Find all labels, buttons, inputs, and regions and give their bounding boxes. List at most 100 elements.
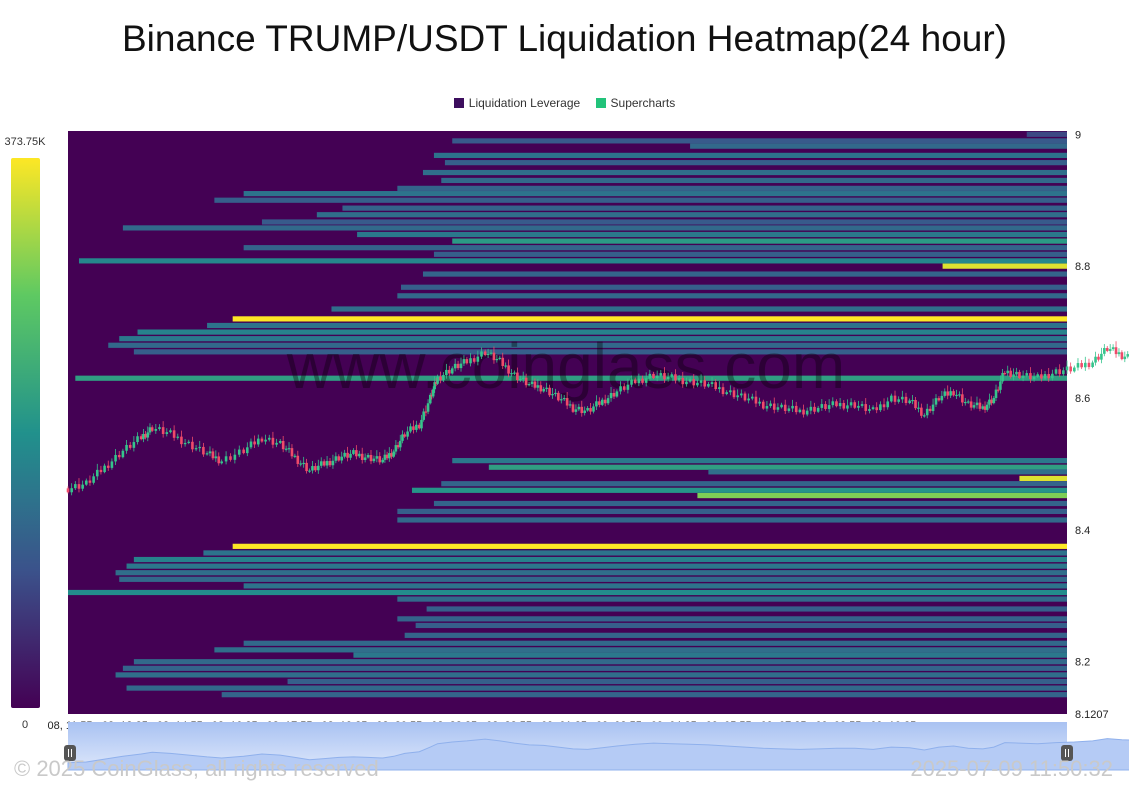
candle: [1105, 348, 1109, 351]
navigator-handle-left[interactable]: [64, 745, 76, 761]
candle: [1009, 370, 1012, 377]
candle: [769, 403, 772, 407]
candle: [931, 404, 935, 412]
candle: [539, 385, 543, 392]
candle: [725, 392, 728, 395]
candle: [600, 399, 604, 405]
candle: [805, 410, 809, 415]
candle: [835, 401, 838, 407]
candle: [609, 392, 613, 399]
legend-swatch-supercharts: [595, 98, 606, 108]
navigator-handle-right[interactable]: [1061, 745, 1073, 761]
candle: [641, 378, 644, 383]
candle: [214, 456, 218, 459]
candle: [696, 382, 699, 386]
candle: [630, 379, 633, 385]
candle: [224, 456, 228, 462]
candle: [729, 390, 732, 393]
candle: [868, 409, 871, 411]
candle: [208, 451, 212, 454]
candle: [1006, 370, 1010, 374]
candle: [879, 404, 882, 411]
candle: [275, 442, 278, 445]
candle: [154, 428, 158, 431]
candle: [1097, 356, 1100, 360]
candle: [952, 391, 955, 396]
liquidation-band: [404, 632, 1068, 638]
candle: [783, 404, 787, 411]
liquidation-band: [108, 342, 1067, 348]
liquidation-band: [452, 458, 1067, 464]
candle: [211, 451, 215, 459]
candle: [816, 407, 820, 412]
candle: [1051, 373, 1054, 379]
candle: [966, 401, 970, 403]
candle: [521, 377, 525, 379]
candle: [498, 357, 502, 359]
candle: [1094, 356, 1097, 363]
candle: [794, 405, 798, 413]
legend-item-liquidation-leverage[interactable]: Liquidation Leverage: [453, 96, 580, 110]
candle: [780, 404, 783, 408]
candle: [703, 380, 707, 387]
candle: [655, 375, 659, 379]
candle: [1091, 362, 1094, 368]
liquidation-band: [397, 616, 1067, 622]
y-tick-label: 8.6: [1075, 393, 1090, 405]
candle: [824, 404, 827, 409]
liquidation-band: [397, 596, 1067, 602]
candle: [1103, 348, 1106, 354]
candle: [110, 461, 114, 468]
candle: [319, 461, 323, 466]
candle: [595, 401, 598, 407]
candle: [172, 430, 176, 438]
candle: [398, 440, 402, 448]
candle: [448, 369, 451, 374]
candle: [1108, 349, 1112, 351]
legend-label-supercharts: Supercharts: [610, 96, 676, 110]
candle: [860, 404, 864, 406]
candle: [598, 401, 601, 405]
candle: [718, 387, 721, 390]
candle: [1069, 366, 1072, 372]
candle: [278, 440, 282, 443]
candle: [853, 402, 857, 408]
candle: [378, 456, 382, 463]
candle: [480, 351, 483, 357]
candle: [820, 404, 824, 408]
colorbar-max-label: 373.75K: [5, 136, 47, 148]
candle: [311, 466, 314, 471]
candle: [233, 454, 237, 460]
legend-item-supercharts[interactable]: Supercharts: [595, 96, 676, 110]
candle: [586, 408, 589, 411]
candle: [765, 406, 769, 409]
candle: [369, 454, 373, 462]
candle: [74, 484, 77, 489]
candle: [513, 372, 516, 374]
candle: [246, 447, 249, 454]
liquidation-band: [126, 685, 1068, 691]
candle: [750, 396, 754, 399]
candle: [1126, 354, 1129, 357]
candle: [893, 395, 897, 402]
candle: [132, 442, 136, 448]
candle: [1001, 372, 1004, 382]
candle: [557, 392, 560, 401]
candle: [1021, 375, 1025, 379]
candle: [1114, 347, 1118, 355]
candle: [615, 391, 619, 397]
candle: [949, 391, 952, 396]
candle: [1065, 366, 1069, 371]
candle: [299, 463, 303, 465]
liquidation-band: [708, 469, 1067, 475]
liquidation-band: [697, 492, 1067, 499]
candle: [548, 387, 551, 396]
candle: [136, 436, 139, 443]
candle: [914, 399, 917, 409]
candle: [897, 399, 900, 402]
candle: [191, 441, 194, 450]
candle: [1032, 376, 1036, 380]
candle: [281, 440, 285, 450]
candle: [562, 398, 566, 400]
